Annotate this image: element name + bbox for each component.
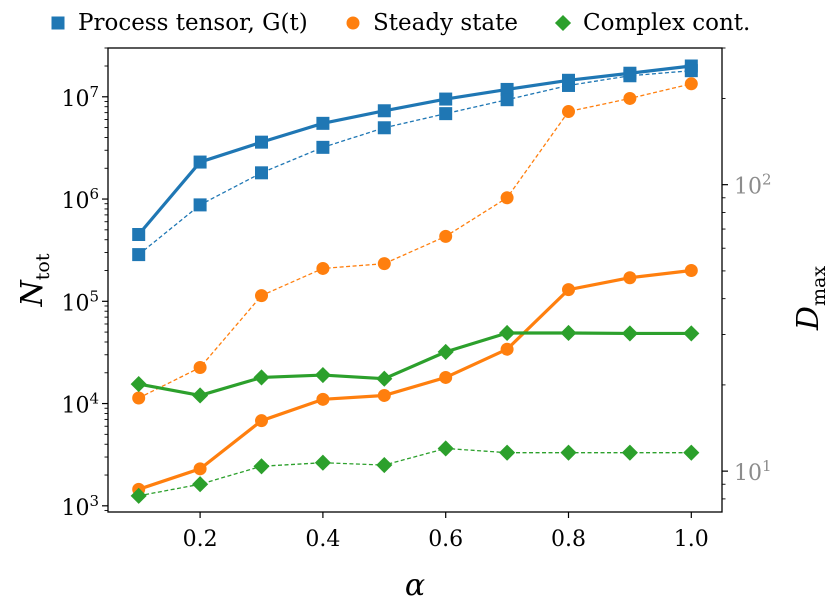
y-right-tick-label: 101 <box>734 457 772 486</box>
data-point <box>560 324 577 342</box>
x-tick-label: 0.2 <box>183 527 218 552</box>
data-point <box>193 361 207 375</box>
data-point <box>562 78 575 92</box>
data-point <box>621 325 638 342</box>
data-point <box>683 325 700 342</box>
y-left-axis-label: Ntot <box>15 253 54 307</box>
legend-label: Process tensor, G(t) <box>78 10 308 36</box>
data-point <box>314 366 331 384</box>
data-point <box>253 369 270 386</box>
y-right-axis-label-text: Dmax <box>791 266 830 331</box>
y-left-tick-label: 104 <box>61 390 99 419</box>
y-left-tick-label: 106 <box>61 185 99 214</box>
data-point <box>255 414 268 428</box>
data-point <box>439 370 453 384</box>
data-point <box>439 92 453 106</box>
data-point <box>439 107 453 121</box>
data-point <box>130 376 147 393</box>
data-point <box>623 91 637 105</box>
data-point <box>132 248 146 262</box>
data-point <box>439 229 453 243</box>
data-point <box>255 135 268 149</box>
series-line <box>137 64 692 236</box>
data-point <box>314 454 331 471</box>
series-line <box>138 70 692 256</box>
series-line <box>138 83 692 399</box>
legend-label: Complex cont. <box>583 10 750 36</box>
legend-marker <box>346 16 360 30</box>
data-point <box>684 264 698 278</box>
y-right-axis-label: Dmax <box>791 266 830 331</box>
data-point <box>683 444 700 461</box>
y-left-tick-label: 105 <box>61 287 99 316</box>
series-3-right-dashed <box>132 77 698 405</box>
series-0-left-solid <box>132 59 698 242</box>
y-right-tick-label: 102 <box>734 171 772 200</box>
data-point <box>132 391 146 405</box>
data-point <box>130 487 147 504</box>
data-point <box>560 444 577 461</box>
data-point <box>193 462 207 476</box>
series-line <box>138 447 692 497</box>
data-point <box>255 289 268 303</box>
plot-area <box>130 59 700 504</box>
data-point <box>684 77 698 91</box>
data-point <box>316 392 330 406</box>
data-point <box>623 271 637 285</box>
series-5-right-dashed <box>130 440 700 504</box>
legend-marker <box>51 16 65 30</box>
data-point <box>684 64 698 78</box>
legend-entry-0: Process tensor, G(t) <box>51 10 308 36</box>
series-4-left-solid <box>130 324 700 404</box>
data-point <box>132 228 146 242</box>
axes: 0.2 0.4 0.6 0.8 1.0 103 104 105 106 107 101 102 α Nto… <box>15 47 830 603</box>
x-tick-label: 0.4 <box>305 527 340 552</box>
data-point <box>562 105 575 119</box>
data-point <box>377 121 391 135</box>
data-point <box>623 69 637 83</box>
data-point <box>377 388 391 402</box>
x-axis-label: α <box>405 568 425 603</box>
data-point <box>255 166 268 180</box>
data-point <box>376 457 393 474</box>
data-point <box>499 444 516 461</box>
data-point <box>500 342 514 356</box>
data-point <box>316 116 330 130</box>
data-point <box>500 82 514 96</box>
legend-label: Steady state <box>373 10 518 36</box>
y-left-tick-label: 103 <box>61 492 99 521</box>
data-point <box>316 261 330 275</box>
y-left-axis-label-text: Ntot <box>15 253 54 307</box>
data-point <box>437 440 454 457</box>
x-tick-label: 0.6 <box>428 527 463 552</box>
legend-entry-2: Complex cont. <box>554 10 750 36</box>
series-2-left-solid <box>132 264 698 496</box>
x-tick-label: 0.8 <box>551 527 586 552</box>
y-left-tick-label: 107 <box>61 83 99 112</box>
legend: Process tensor, G(t) Steady state Complex … <box>51 10 750 36</box>
series-line <box>138 331 692 398</box>
data-point <box>193 155 207 169</box>
data-point <box>192 387 209 404</box>
legend-entry-1: Steady state <box>346 10 518 36</box>
data-point <box>562 283 575 297</box>
data-point <box>377 104 391 118</box>
data-point <box>621 444 638 461</box>
series-1-right-dashed <box>132 64 698 262</box>
data-point <box>193 198 207 212</box>
legend-marker <box>554 14 572 32</box>
plot-frame <box>107 47 723 513</box>
data-point <box>376 370 393 387</box>
data-point <box>437 343 454 360</box>
series-line <box>138 268 692 491</box>
data-point <box>500 93 514 107</box>
data-point <box>500 191 514 205</box>
data-point <box>316 140 330 154</box>
data-point <box>377 257 391 271</box>
data-point <box>192 476 209 493</box>
data-point <box>499 324 516 342</box>
x-tick-label: 1.0 <box>674 527 709 552</box>
data-point <box>253 458 270 475</box>
